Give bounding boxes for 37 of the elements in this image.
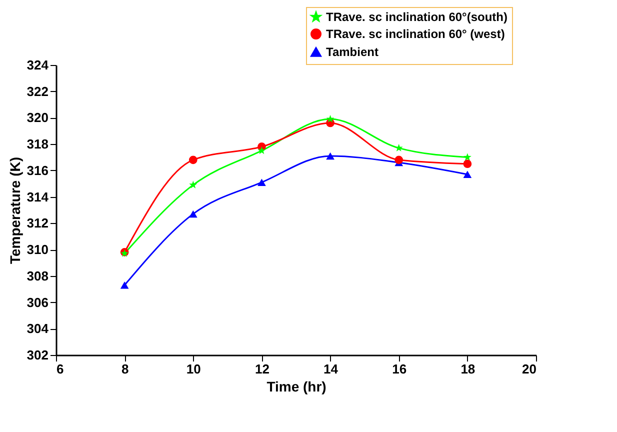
x-tick-label: 18: [460, 362, 476, 376]
legend-label: TRave. sc inclination 60° (west): [326, 27, 505, 41]
y-tick-label: 304: [26, 321, 50, 336]
x-tick-label: 8: [121, 362, 129, 376]
x-tick-label: 12: [254, 362, 270, 376]
y-tick-label: 312: [26, 216, 48, 231]
y-tick-label: 314: [26, 189, 50, 204]
point: [188, 156, 198, 164]
y-tick-label: 316: [26, 162, 48, 178]
point: [188, 210, 198, 218]
point: [258, 178, 266, 186]
y-tick-label: 306: [26, 294, 48, 310]
x-tick-label: 14: [324, 362, 339, 376]
y-tick-label: 320: [26, 110, 48, 126]
point: [326, 114, 334, 122]
x-tick-label: 20: [522, 362, 536, 376]
x-axis-title: Time (hr): [266, 378, 326, 394]
point: [258, 146, 266, 154]
x-tick-label: 16: [392, 362, 407, 376]
point: [189, 180, 198, 188]
point: [120, 282, 129, 289]
y-tick-label: 324: [26, 58, 50, 72]
y-tick-label: 302: [26, 348, 48, 362]
x-tick-label: 6: [56, 362, 64, 376]
point: [326, 152, 334, 160]
y-tick-label: 318: [26, 136, 48, 152]
x-tick-label: 10: [186, 362, 201, 376]
point: [463, 170, 472, 178]
point: [463, 153, 472, 161]
y-tick-label: 322: [26, 84, 48, 99]
point: [463, 160, 472, 168]
y-tick-label: 310: [26, 242, 48, 258]
y-tick-label: 308: [26, 268, 48, 284]
point: [394, 156, 404, 164]
legend-label: Tambient: [326, 45, 378, 59]
y-axis-title: Temperature (K): [6, 156, 23, 264]
legend-label: TRave. sc inclination 60°(south): [326, 10, 508, 24]
